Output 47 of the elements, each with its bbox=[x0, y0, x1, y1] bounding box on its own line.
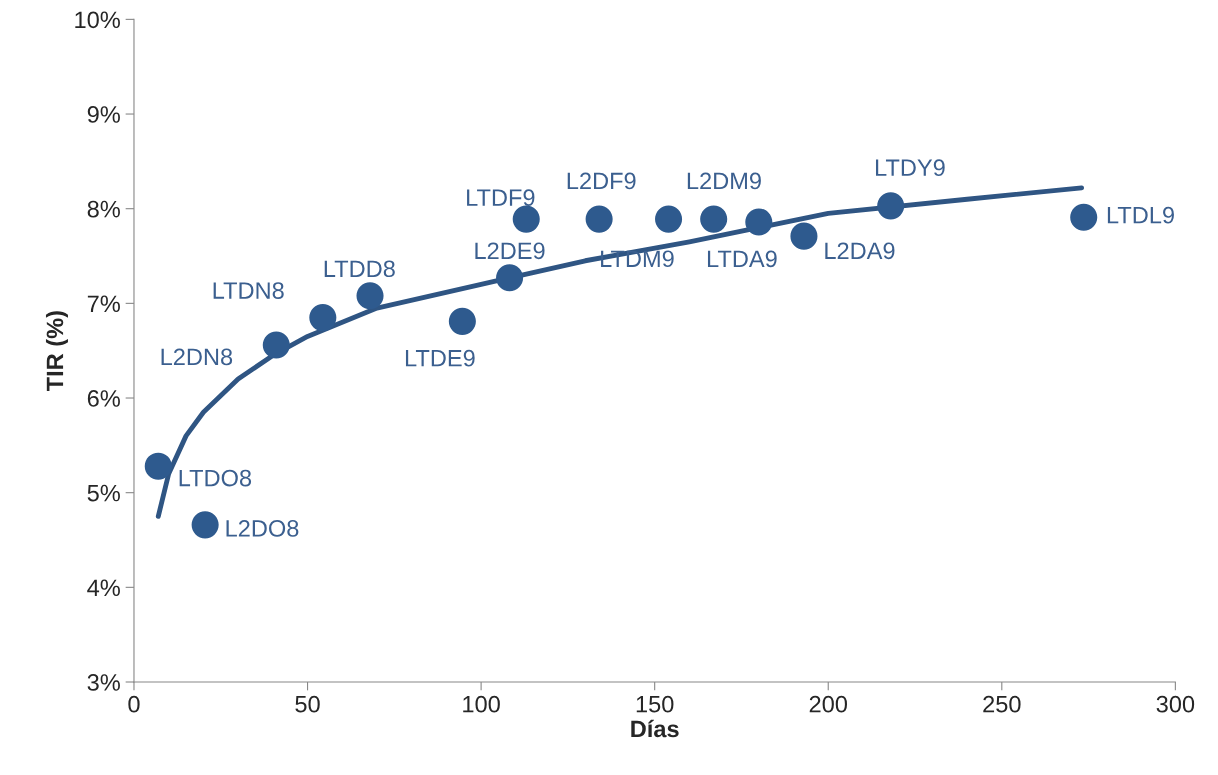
y-tick-label: 7% bbox=[87, 295, 120, 313]
annotation: L2DN8 bbox=[161, 348, 233, 366]
point bbox=[1070, 203, 1098, 231]
annotation: LTDL9 bbox=[1107, 206, 1174, 224]
annotation: LTDN8 bbox=[213, 282, 284, 299]
y-tick-label: 6% bbox=[87, 390, 120, 407]
x-tick-label: 0 bbox=[128, 695, 140, 713]
annotation: LTDM9 bbox=[601, 250, 674, 268]
x-tick-label: 200 bbox=[809, 695, 848, 713]
point bbox=[448, 307, 476, 335]
x-axis-title: Días bbox=[631, 719, 679, 738]
annotation: LTDE9 bbox=[405, 349, 475, 367]
point bbox=[585, 205, 613, 233]
y-tick-label: 9% bbox=[87, 106, 120, 123]
y-tick-label: 10% bbox=[75, 11, 120, 29]
point bbox=[655, 205, 683, 233]
point bbox=[745, 208, 773, 236]
x-tick-label: 100 bbox=[463, 695, 500, 713]
y-tick-label: 8% bbox=[87, 200, 120, 218]
point bbox=[512, 205, 540, 233]
y-tick-label: 5% bbox=[87, 484, 120, 502]
point bbox=[356, 282, 384, 310]
annotation: L2DA9 bbox=[825, 242, 895, 260]
annotation: L2DM9 bbox=[687, 172, 761, 190]
y-tick-label: 4% bbox=[87, 579, 120, 597]
annotation: LTDA9 bbox=[707, 250, 777, 268]
point bbox=[309, 304, 337, 332]
x-tick-label: 50 bbox=[295, 695, 320, 713]
y-tick-label: 3% bbox=[87, 674, 120, 691]
x-tick-label: 150 bbox=[636, 695, 674, 713]
y-axis-title: TIR (%) bbox=[45, 311, 68, 392]
x-tick-label: 250 bbox=[983, 695, 1021, 713]
annotation: LTDY9 bbox=[875, 159, 945, 177]
point bbox=[700, 205, 728, 233]
annotation: L2DO8 bbox=[226, 520, 299, 537]
annotation: L2DF9 bbox=[567, 172, 636, 190]
annotation: LTDF9 bbox=[467, 189, 535, 206]
point bbox=[877, 192, 905, 220]
annotation: LTDD8 bbox=[324, 260, 395, 278]
point bbox=[790, 222, 818, 250]
annotation: LTDO8 bbox=[179, 469, 252, 487]
point bbox=[496, 264, 524, 292]
point bbox=[191, 511, 219, 539]
point bbox=[262, 331, 290, 359]
annotation: L2DE9 bbox=[475, 242, 545, 260]
x-tick-label: 300 bbox=[1156, 695, 1195, 713]
point bbox=[144, 452, 172, 480]
